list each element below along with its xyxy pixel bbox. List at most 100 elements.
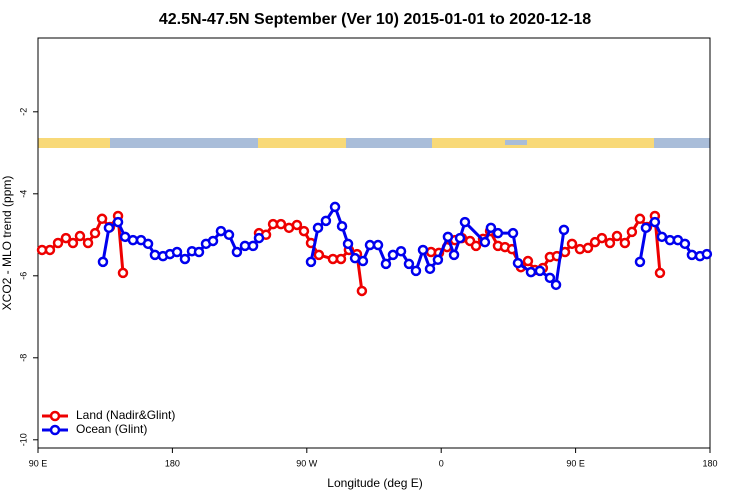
x-tick-label: 0 bbox=[439, 458, 444, 468]
data-point bbox=[329, 201, 341, 213]
data-point bbox=[656, 231, 668, 243]
data-point bbox=[395, 245, 407, 257]
x-tick-label: 180 bbox=[702, 458, 717, 468]
data-point bbox=[574, 243, 586, 255]
data-point bbox=[305, 256, 317, 268]
data-point bbox=[247, 240, 259, 252]
data-point bbox=[275, 218, 287, 230]
data-point bbox=[424, 263, 436, 275]
data-point bbox=[701, 248, 713, 260]
data-point bbox=[356, 285, 368, 297]
data-point bbox=[342, 238, 354, 250]
data-point bbox=[387, 249, 399, 261]
data-point bbox=[327, 253, 339, 265]
map-ocean bbox=[38, 138, 710, 148]
y-tick-label: -4 bbox=[18, 190, 28, 198]
data-point bbox=[634, 256, 646, 268]
data-point bbox=[312, 222, 324, 234]
data-point bbox=[550, 279, 562, 291]
x-tick-label: 90 E bbox=[29, 458, 48, 468]
data-point bbox=[335, 253, 347, 265]
data-point bbox=[82, 237, 94, 249]
data-point bbox=[522, 255, 534, 267]
data-point bbox=[679, 238, 691, 250]
data-point bbox=[142, 238, 154, 250]
data-point bbox=[619, 237, 631, 249]
data-point bbox=[253, 232, 265, 244]
data-point bbox=[207, 235, 219, 247]
legend-label: Land (Nadir&Glint) bbox=[76, 408, 175, 422]
map-land bbox=[432, 138, 654, 148]
data-point bbox=[239, 240, 251, 252]
data-point bbox=[380, 258, 392, 270]
data-point bbox=[654, 267, 666, 279]
data-point bbox=[117, 267, 129, 279]
data-point bbox=[611, 230, 623, 242]
series-line bbox=[101, 205, 708, 287]
data-point bbox=[507, 227, 519, 239]
data-point bbox=[558, 224, 570, 236]
data-point bbox=[215, 225, 227, 237]
data-point bbox=[60, 232, 72, 244]
data-point bbox=[171, 246, 183, 258]
data-point bbox=[231, 246, 243, 258]
data-point bbox=[640, 222, 652, 234]
data-point bbox=[193, 246, 205, 258]
data-point bbox=[470, 240, 482, 252]
data-point bbox=[596, 232, 608, 244]
x-tick-label: 180 bbox=[165, 458, 180, 468]
y-tick-label: -10 bbox=[18, 433, 28, 446]
y-tick-label: -2 bbox=[18, 108, 28, 116]
chart-title: 42.5N-47.5N September (Ver 10) 2015-01-0… bbox=[159, 11, 591, 28]
data-point bbox=[52, 237, 64, 249]
data-point bbox=[403, 258, 415, 270]
data-point bbox=[291, 219, 303, 231]
data-point bbox=[67, 237, 79, 249]
data-point bbox=[336, 220, 348, 232]
data-point bbox=[432, 254, 444, 266]
data-point bbox=[417, 244, 429, 256]
data-point bbox=[512, 257, 524, 269]
data-point bbox=[97, 256, 109, 268]
data-point bbox=[626, 226, 638, 238]
data-point bbox=[442, 231, 454, 243]
data-point bbox=[179, 253, 191, 265]
data-point bbox=[649, 216, 661, 228]
data-point bbox=[89, 227, 101, 239]
data-point bbox=[223, 229, 235, 241]
data-point bbox=[566, 238, 578, 250]
data-point bbox=[149, 249, 161, 261]
plot-frame bbox=[37, 37, 711, 449]
y-axis-label: XCO2 - MLO trend (ppm) bbox=[0, 176, 14, 311]
legend-label: Ocean (Glint) bbox=[76, 422, 147, 436]
data-point bbox=[454, 232, 466, 244]
y-tick-label: -6 bbox=[18, 272, 28, 280]
data-point bbox=[534, 265, 546, 277]
legend-marker bbox=[49, 424, 61, 436]
data-point bbox=[298, 225, 310, 237]
x-axis-label: Longitude (deg E) bbox=[327, 476, 422, 490]
data-point bbox=[74, 230, 86, 242]
map-land bbox=[258, 138, 346, 148]
data-point bbox=[448, 249, 460, 261]
data-point bbox=[525, 266, 537, 278]
data-point bbox=[357, 255, 369, 267]
data-point bbox=[479, 236, 491, 248]
data-point bbox=[103, 222, 115, 234]
map-land bbox=[38, 138, 110, 148]
data-point bbox=[44, 244, 56, 256]
data-point bbox=[492, 227, 504, 239]
data-point bbox=[364, 239, 376, 251]
data-point bbox=[686, 249, 698, 261]
y-tick-label: -8 bbox=[18, 354, 28, 362]
data-point bbox=[372, 239, 384, 251]
data-point bbox=[127, 234, 139, 246]
data-point bbox=[582, 242, 594, 254]
data-point bbox=[410, 265, 422, 277]
map-strip bbox=[38, 138, 710, 148]
data-point bbox=[634, 213, 646, 225]
map-ocean bbox=[505, 140, 527, 145]
data-point bbox=[320, 215, 332, 227]
data-point bbox=[459, 216, 471, 228]
